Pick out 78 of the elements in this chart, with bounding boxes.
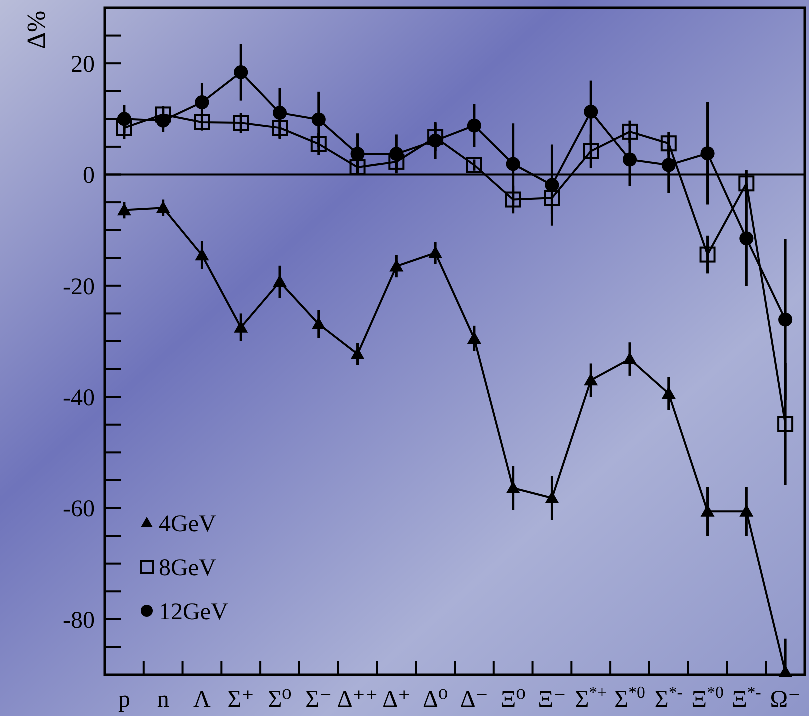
point [545,178,560,192]
point [428,134,443,148]
x-tick-label: Σ⁺ [228,687,254,713]
x-tick-label: Σ⁻ [306,687,332,713]
point [467,118,482,133]
point [273,275,287,288]
x-tick-label: Ξ⁻ [538,687,566,713]
point [233,115,250,132]
x-tick-label: Ξ⁰ [500,687,526,713]
point [584,373,598,386]
x-tick-label: p [118,687,130,713]
y-tick-label: -60 [63,496,95,523]
y-tick-label: -40 [63,385,95,412]
y-tick-label: -20 [63,274,95,300]
point [390,147,404,162]
point [312,112,326,127]
point [116,120,132,136]
x-tick-label: Ω⁻ [770,687,801,713]
legend-label: 12GeV [159,599,229,626]
point [778,416,794,432]
point [466,157,482,174]
point [505,192,522,208]
x-tick-label: Δ⁰ [423,687,448,713]
x-tick-label: Σ$^{*-}$ [654,682,683,713]
point [195,95,210,110]
point [623,352,637,365]
x-tick-label: n [157,687,170,713]
point [584,104,598,119]
point [272,120,288,136]
point [778,665,793,678]
point [117,112,132,126]
point [622,124,638,140]
point [195,248,210,261]
x-tick-label: Σ⁰ [268,687,292,713]
point [778,312,793,327]
point [506,481,520,494]
point [583,143,600,160]
point [740,232,754,246]
point [156,114,170,128]
legend-label: 4GeV [159,511,217,538]
y-axis-title: Δ% [22,10,51,50]
x-tick-label: Ξ$^{*0}$ [692,682,724,713]
y-tick-label: 20 [71,52,95,78]
point [428,246,443,258]
point [467,332,482,344]
legend-label: 8GeV [159,555,217,582]
point [660,136,677,152]
point [310,136,327,152]
point [273,106,287,120]
point [544,190,560,206]
point [700,246,716,263]
point [350,347,365,360]
x-tick-label: Δ⁺ [382,687,411,713]
y-tick-label: -80 [63,608,95,634]
point [117,203,132,216]
point [506,157,520,172]
x-tick-label: Σ$^{*0}$ [614,682,646,713]
y-tick-label: 0 [83,163,95,190]
x-tick-label: Σ$^{*+}$ [575,682,608,713]
point [662,158,676,172]
point [738,176,755,192]
point [740,504,754,517]
x-tick-label: Δ⁻ [460,687,488,713]
x-tick-label: Ξ$^{*-}$ [732,682,762,713]
point [390,259,404,272]
point [234,320,248,333]
point [312,317,326,330]
point [700,146,715,161]
point [350,147,365,162]
point [700,504,715,517]
x-tick-label: Δ⁺⁺ [337,687,378,713]
x-tick-label: Λ [194,687,212,713]
point [623,152,637,167]
point [194,114,210,130]
point [428,130,444,146]
point [662,386,676,399]
point [156,201,170,214]
point [234,65,248,80]
